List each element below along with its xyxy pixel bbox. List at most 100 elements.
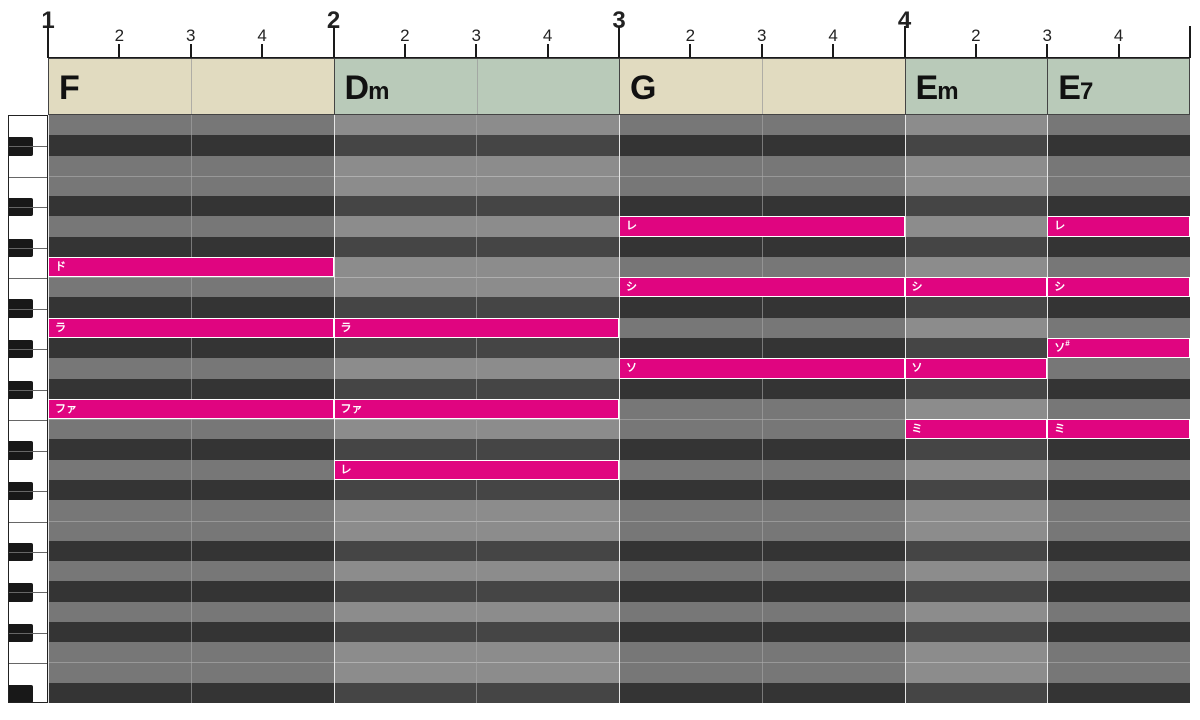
beat-number: 3	[1042, 26, 1052, 45]
white-key-edge	[9, 491, 47, 493]
black-key[interactable]	[9, 238, 33, 257]
note-label: シ	[626, 281, 637, 294]
white-key-edge	[9, 349, 47, 351]
chord-quality: 7	[1079, 78, 1094, 105]
beat-number: 3	[186, 26, 196, 45]
black-key[interactable]	[9, 198, 33, 217]
chord-span-shade	[1047, 115, 1190, 703]
bar-number: 4	[897, 7, 912, 34]
chord-cell[interactable]: E7	[1047, 58, 1190, 115]
beat-number: 4	[257, 26, 267, 45]
beat-tick	[1117, 44, 1120, 58]
black-key[interactable]	[9, 340, 33, 359]
beat-number: 2	[971, 26, 981, 45]
bar-line	[1047, 115, 1049, 703]
note-label: レ	[1054, 220, 1066, 233]
beat-tick	[118, 44, 121, 58]
chord-beat-line	[476, 59, 478, 114]
white-key-edge	[9, 551, 47, 553]
piano-roll-grid[interactable]: ドラファラファレレシソシソミレシソ# ミ	[48, 115, 1190, 703]
chord-track: F Dm G Em E7	[48, 58, 1190, 115]
note-accidental: #	[1065, 339, 1070, 349]
white-key-edge	[9, 176, 47, 178]
note-label: シ	[911, 281, 923, 294]
beat-number: 4	[828, 26, 838, 45]
note-block[interactable]: ド	[48, 256, 334, 278]
note-block[interactable]: ソ	[619, 358, 905, 379]
note-label: ラ	[55, 321, 66, 334]
note-block[interactable]: ラ	[48, 317, 334, 339]
note-label: ソ	[911, 362, 923, 375]
white-key-edge	[9, 592, 47, 594]
white-key-edge	[9, 450, 47, 452]
chord-cell[interactable]: F	[48, 58, 334, 115]
note-block[interactable]: レ	[619, 216, 905, 237]
note-label: ド	[55, 260, 66, 273]
white-key-edge	[9, 308, 47, 310]
beat-number: 3	[757, 26, 767, 45]
black-key[interactable]	[9, 684, 33, 702]
white-key-edge	[9, 146, 47, 148]
beat-number: 3	[471, 26, 481, 45]
note-block[interactable]: ラ	[333, 317, 619, 339]
chord-cell[interactable]: Em	[904, 58, 1048, 115]
black-key[interactable]	[9, 481, 33, 501]
note-label: ソ	[1054, 342, 1066, 355]
note-block[interactable]: ソ	[904, 358, 1048, 379]
note-block[interactable]: シ	[1047, 277, 1190, 298]
black-key[interactable]	[9, 137, 33, 156]
bar-line	[619, 115, 620, 703]
black-key[interactable]	[9, 299, 33, 318]
chord-beat-line	[762, 59, 764, 114]
bar-tick	[903, 26, 906, 58]
black-key[interactable]	[9, 380, 33, 399]
beat-tick	[832, 44, 835, 58]
note-block[interactable]: シ	[904, 277, 1048, 298]
beat-tick	[261, 44, 264, 58]
beat-line	[761, 115, 763, 703]
note-block[interactable]: ファ	[333, 398, 619, 420]
chord-cell[interactable]: Dm	[333, 58, 619, 115]
note-label: シ	[1054, 281, 1066, 294]
chord-beat-line	[191, 59, 193, 114]
chord-label: Em	[916, 69, 959, 108]
beat-tick	[403, 44, 406, 58]
note-block[interactable]: ソ#	[1047, 338, 1190, 359]
note-label: レ	[626, 220, 637, 233]
note-label: ファ	[340, 402, 363, 415]
bar-number: 1	[41, 7, 55, 34]
note-block[interactable]: レ	[333, 459, 619, 480]
black-key[interactable]	[9, 441, 33, 460]
bar-tick	[47, 26, 49, 58]
beat-tick	[760, 44, 763, 58]
bar-tick	[332, 26, 335, 58]
note-block[interactable]: シ	[619, 277, 905, 298]
chord-root: G	[630, 69, 656, 107]
white-key-edge	[9, 521, 47, 523]
bar-number: 2	[326, 7, 341, 34]
white-key-edge	[9, 420, 47, 422]
chord-root: D	[344, 69, 370, 107]
beat-tick	[1046, 44, 1049, 58]
note-block[interactable]: ミ	[1047, 419, 1190, 440]
beat-number: 4	[1113, 26, 1124, 45]
black-key[interactable]	[9, 623, 33, 643]
note-block[interactable]: ミ	[904, 419, 1048, 440]
note-label: ラ	[340, 321, 352, 334]
note-label: ソ	[626, 362, 637, 375]
beat-tick	[475, 44, 478, 58]
white-key-edge	[9, 663, 47, 665]
white-key-edge	[9, 207, 47, 209]
chord-label: Dm	[345, 69, 390, 108]
timeline-ruler[interactable]: 1 2 3 4 2 2 3 4 3 2 3 4 4 2 3 4	[0, 0, 1200, 59]
piano-keyboard[interactable]	[8, 115, 48, 703]
black-key[interactable]	[9, 542, 33, 562]
beat-number: 2	[400, 26, 410, 45]
chord-cell[interactable]: G	[619, 58, 905, 115]
beat-tick	[546, 44, 549, 58]
note-label: レ	[340, 463, 352, 476]
chord-quality: m	[368, 78, 390, 105]
note-block[interactable]: ファ	[48, 398, 334, 420]
note-block[interactable]: レ	[1047, 216, 1190, 237]
note-label: ファ	[55, 402, 77, 415]
